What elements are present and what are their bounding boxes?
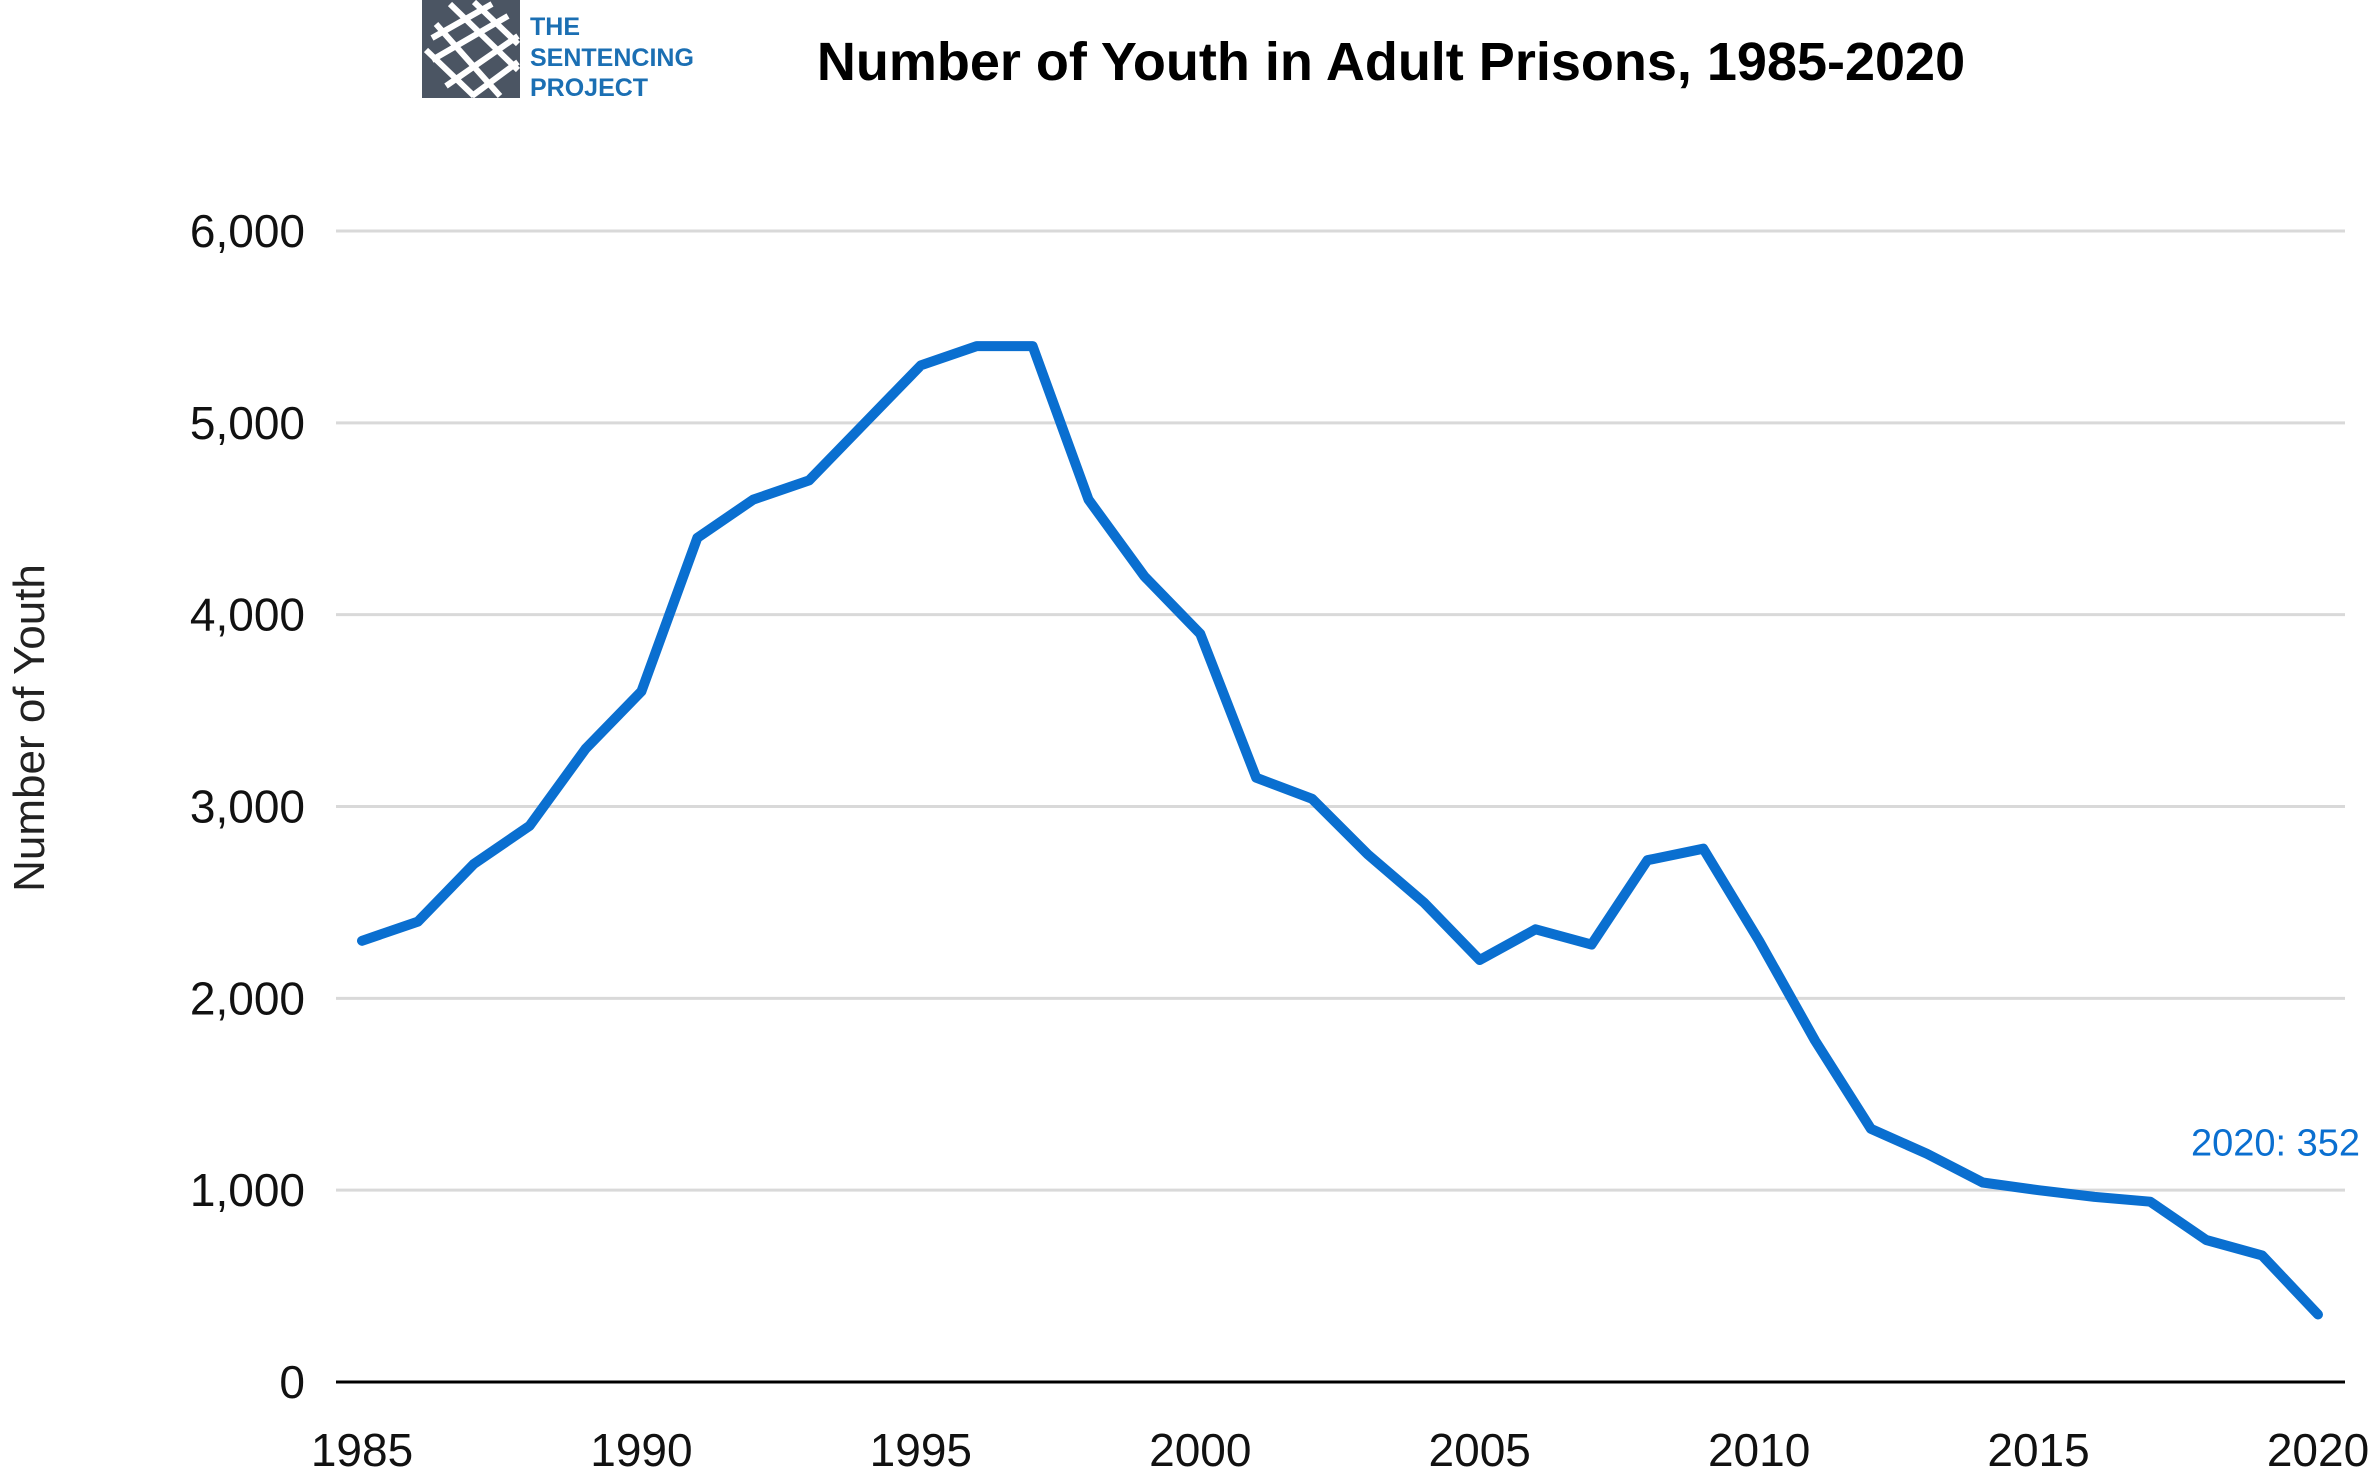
x-tick-label: 2000 (1149, 1424, 1251, 1476)
series-group (357, 341, 2323, 1320)
grid-lines (336, 229, 2345, 1384)
y-tick-label: 2,000 (190, 972, 305, 1024)
series-line (357, 341, 2323, 1320)
chart-title: Number of Youth in Adult Prisons, 1985-2… (817, 32, 1965, 92)
y-tick-label: 5,000 (190, 397, 305, 449)
x-tick-label: 1985 (311, 1424, 413, 1476)
annotations: 2020: 352 (2191, 1122, 2360, 1164)
logo-line-3: PROJECT (530, 74, 648, 102)
y-tick-label: 3,000 (190, 781, 305, 833)
y-axis-title: Number of Youth (5, 564, 54, 892)
logo-mark-icon (422, 0, 521, 99)
x-axis: 1985 1990 1995 2000 2005 2010 2015 2020 (311, 1424, 2369, 1476)
y-tick-label: 6,000 (190, 205, 305, 257)
x-tick-label: 2005 (1429, 1424, 1531, 1476)
y-axis: 0 1,000 2,000 3,000 4,000 5,000 6,000 (190, 205, 305, 1408)
sentencing-project-logo: THE SENTENCING PROJECT (422, 0, 694, 102)
x-tick-label: 2010 (1708, 1424, 1810, 1476)
x-tick-label: 2020 (2267, 1424, 2369, 1476)
x-tick-label: 1995 (870, 1424, 972, 1476)
y-tick-label: 4,000 (190, 589, 305, 641)
y-tick-label: 0 (279, 1356, 305, 1408)
x-tick-label: 2015 (1987, 1424, 2089, 1476)
logo-line-2: SENTENCING (530, 44, 694, 72)
x-tick-label: 1990 (590, 1424, 692, 1476)
logo-line-1: THE (530, 13, 580, 41)
data-label: 2020: 352 (2191, 1122, 2360, 1164)
y-tick-label: 1,000 (190, 1164, 305, 1216)
